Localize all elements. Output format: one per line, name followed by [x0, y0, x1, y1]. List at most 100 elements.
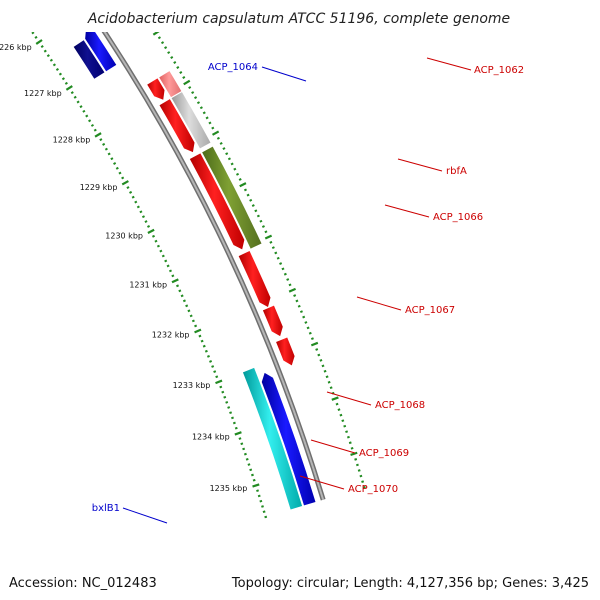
inner-ruler-tick: [198, 334, 202, 338]
outer-ruler-tick: [188, 86, 192, 90]
outer-ruler-tick: [308, 331, 312, 335]
outer-ruler-tick: [283, 272, 287, 276]
gene-label-connector: [122, 507, 168, 524]
outer-ruler-tick: [271, 246, 275, 250]
inner-ruler-tick: [82, 109, 86, 113]
inner-ruler-tick: [234, 426, 238, 430]
gene-arrow-acp-1070: [276, 337, 295, 366]
outer-ruler-tick: [304, 321, 308, 324]
outer-ruler-tick: [261, 225, 265, 228]
outer-ruler-tick: [170, 56, 174, 60]
inner-ruler-tick: [225, 401, 229, 404]
inner-ruler-tick: [144, 220, 148, 224]
outer-ruler-tick: [212, 130, 220, 136]
inner-ruler-tick: [76, 100, 80, 104]
outer-ruler-tick: [331, 396, 339, 401]
tick-label: 1227 kbp: [24, 89, 62, 98]
outer-ruler-tick: [182, 76, 186, 79]
inner-ruler-tick: [115, 166, 119, 170]
outer-ruler-tick: [288, 283, 292, 287]
inner-ruler-tick: [211, 365, 215, 368]
outer-ruler-tick: [202, 111, 206, 115]
outer-ruler-tick: [319, 359, 323, 362]
outer-ruler-tick: [345, 430, 349, 434]
inner-ruler-tick: [231, 416, 234, 420]
inner-ruler-tick: [104, 147, 108, 151]
inner-ruler-tick: [99, 138, 103, 142]
outer-ruler-tick: [230, 162, 234, 166]
inner-ruler-tick: [257, 494, 261, 498]
inner-ruler-tick: [185, 304, 189, 308]
outer-ruler-tick: [194, 96, 198, 100]
inner-ruler-tick: [200, 339, 204, 343]
inner-ruler-tick: [139, 210, 143, 214]
inner-ruler-tick: [204, 349, 208, 353]
outer-ruler-tick: [355, 463, 359, 467]
inner-ruler-tick: [189, 314, 193, 318]
outer-ruler-tick: [297, 304, 301, 308]
inner-ruler-tick: [161, 254, 165, 258]
cog-bar-rbfa: [159, 71, 182, 98]
inner-ruler-tick: [79, 105, 83, 109]
outer-ruler-tick: [183, 79, 191, 86]
summary-text: Topology: circular; Length: 4,127,356 bp…: [231, 576, 589, 591]
outer-ruler-tick: [350, 451, 358, 456]
inner-ruler-tick: [110, 157, 114, 161]
inner-ruler-tick: [213, 370, 217, 374]
inner-ruler-tick: [245, 458, 249, 461]
inner-ruler-tick: [215, 375, 219, 379]
outer-ruler-tick: [173, 61, 177, 64]
inner-ruler-tick: [94, 132, 102, 138]
outer-ruler-tick: [264, 230, 268, 234]
inner-ruler-tick: [58, 72, 62, 76]
inner-ruler-tick: [252, 478, 256, 482]
inner-ruler-tick: [249, 468, 253, 472]
gene-arrow-rbfa: [147, 78, 165, 100]
cog-bar-acp-1067: [202, 146, 262, 249]
outer-ruler-tick: [238, 178, 242, 181]
inner-ruler-tick: [64, 81, 68, 85]
title-band: [0, 0, 600, 32]
inner-ruler-tick: [121, 176, 125, 180]
gene-arrow-acp-1067: [189, 153, 245, 250]
inner-ruler-tick: [129, 190, 133, 194]
outer-ruler-tick: [295, 299, 299, 303]
inner-ruler-tick: [113, 162, 117, 165]
inner-ruler-tick: [65, 85, 73, 91]
inner-ruler-tick: [102, 142, 106, 146]
outer-ruler-tick: [362, 485, 366, 489]
labels-layer: ACP_1064 ACP_1062 rbfA ACP_1066 ACP_1067 ACP_…: [92, 57, 524, 524]
outer-ruler-tick: [243, 188, 247, 192]
inner-ruler-tick: [31, 31, 35, 35]
inner-ruler-tick: [55, 67, 59, 71]
outer-ruler-tick: [310, 337, 314, 341]
gene-arrow-acp-1068: [238, 251, 271, 307]
gene-label-rbfa: rbfA: [446, 166, 467, 177]
tick-label: 1235 kbp: [210, 484, 248, 493]
outer-ruler-tick: [254, 209, 258, 213]
tick-label: 1232 kbp: [152, 331, 190, 340]
gene-label-connector: [356, 296, 402, 311]
tick-label: 1231 kbp: [129, 281, 167, 290]
inner-ruler-tick: [88, 119, 92, 123]
gene-label-connector: [426, 57, 472, 71]
inner-ruler-tick: [215, 379, 223, 385]
inner-ruler-tick: [70, 91, 74, 95]
outer-ruler-tick: [233, 167, 237, 171]
inner-ruler-tick: [242, 447, 246, 451]
inner-ruler-tick: [232, 421, 236, 425]
inner-ruler-tick: [136, 205, 140, 209]
outer-ruler-tick: [205, 116, 209, 120]
inner-ruler-tick: [261, 505, 264, 508]
inner-ruler-tick: [40, 45, 44, 49]
outer-ruler-tick: [310, 341, 319, 347]
outer-ruler-tick: [251, 204, 255, 207]
inner-ruler-tick: [131, 195, 135, 199]
inner-ruler-tick: [159, 249, 163, 253]
outer-ruler-tick: [335, 402, 339, 406]
gene-arrow-acp-1069: [262, 305, 283, 337]
inner-ruler-tick: [151, 234, 156, 238]
outer-ruler-tick: [315, 348, 319, 351]
outer-ruler-tick: [281, 267, 285, 271]
